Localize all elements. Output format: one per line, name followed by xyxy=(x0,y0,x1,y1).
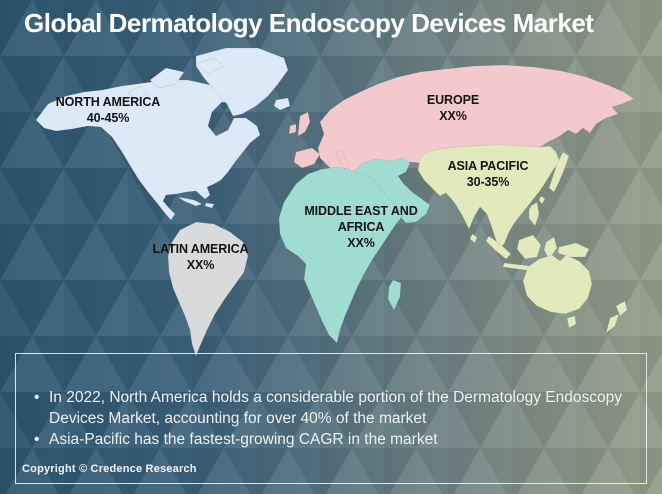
note-bullet: In 2022, North America holds a considera… xyxy=(34,387,624,429)
note-text: In 2022, North America holds a considera… xyxy=(49,389,622,427)
region-name: ASIA PACIFIC xyxy=(447,159,529,173)
region-name: EUROPE xyxy=(426,93,480,107)
region-share: 40-45% xyxy=(86,111,130,125)
region-name: NORTH AMERICA xyxy=(55,95,161,109)
notes-list: In 2022, North America holds a considera… xyxy=(16,354,646,450)
region-share: XX% xyxy=(439,109,467,123)
map-region-north-america xyxy=(35,47,291,221)
region-name: LATIN AMERICA xyxy=(152,242,249,256)
map-region-latin-america xyxy=(167,221,249,357)
region-label-latin-america: LATIN AMERICA XX% xyxy=(128,241,273,273)
region-share: XX% xyxy=(347,236,375,250)
region-name: MIDDLE EAST AND AFRICA xyxy=(304,204,418,234)
notes-box: In 2022, North America holds a considera… xyxy=(15,353,647,484)
copyright-text: Copyright © Credence Research xyxy=(22,463,197,475)
region-share: 30-35% xyxy=(466,175,510,189)
note-text: Asia-Pacific has the fastest-growing CAG… xyxy=(49,431,438,448)
region-label-asia-pacific: ASIA PACIFIC 30-35% xyxy=(427,158,549,190)
note-bullet: Asia-Pacific has the fastest-growing CAG… xyxy=(34,429,624,450)
region-share: XX% xyxy=(186,258,215,272)
region-label-middle-east-africa: MIDDLE EAST AND AFRICA XX% xyxy=(299,203,423,251)
map-region-europe xyxy=(288,64,635,180)
region-label-europe: EUROPE XX% xyxy=(401,92,505,124)
map-region-asia-pacific xyxy=(417,144,628,334)
region-label-north-america: NORTH AMERICA 40-45% xyxy=(28,94,188,126)
map-region-middle-east-africa xyxy=(278,157,431,344)
page-title: Global Dermatology Endoscopy Devices Mar… xyxy=(24,8,594,38)
